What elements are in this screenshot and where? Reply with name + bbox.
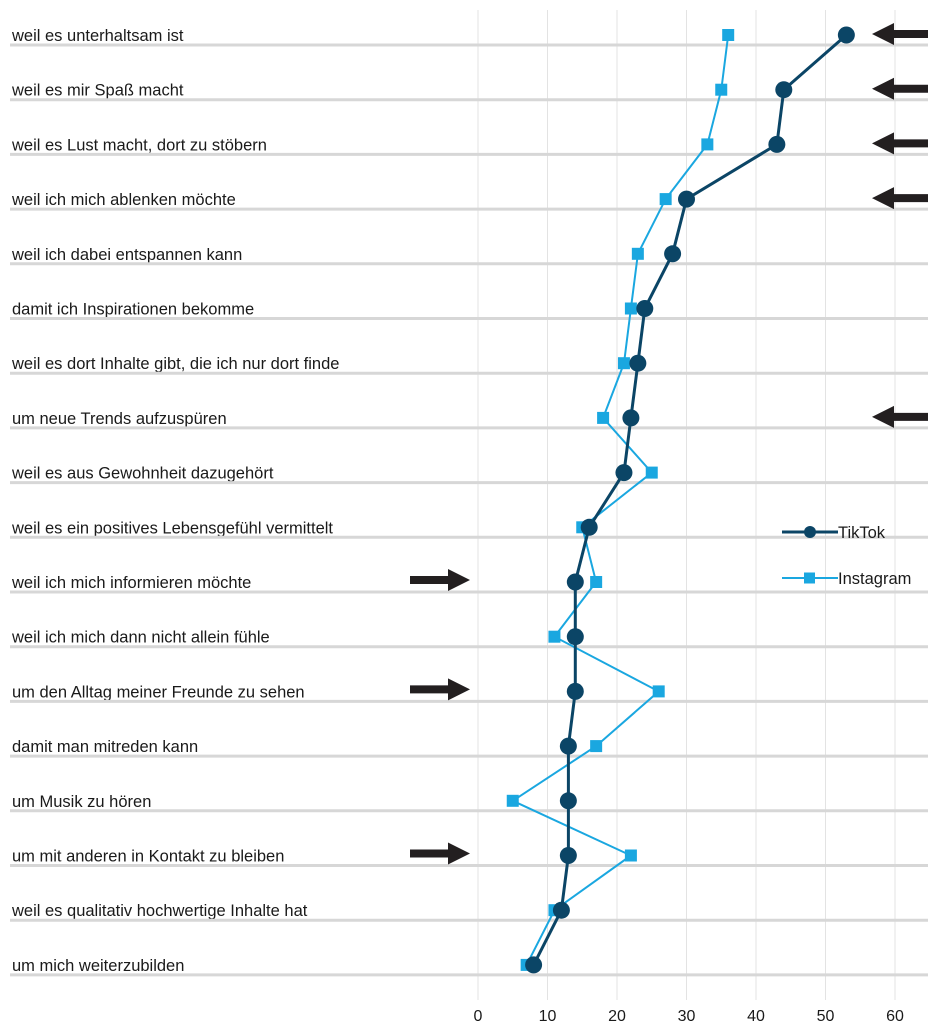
legend-label-instagram: Instagram (838, 570, 911, 588)
point-tiktok-6 (629, 354, 647, 372)
point-tiktok-12 (566, 682, 584, 700)
left-pointing-arrow-1 (872, 77, 928, 100)
category-label-5: damit ich Inspirationen bekomme (12, 301, 254, 319)
point-tiktok-13 (559, 737, 577, 755)
point-instagram-10 (590, 576, 603, 588)
point-tiktok-3 (678, 190, 695, 208)
point-instagram-4 (631, 247, 644, 260)
x-tick-label-30: 30 (678, 1008, 696, 1025)
point-instagram-3 (659, 193, 672, 206)
legend-label-tiktok: TikTok (838, 524, 886, 542)
category-label-1: weil es mir Spaß macht (11, 82, 184, 100)
vertical-gridlines (477, 10, 896, 1000)
left-pointing-arrow-2 (872, 132, 928, 155)
category-label-13: damit man mitreden kann (12, 738, 198, 756)
point-tiktok-1 (775, 81, 793, 99)
point-instagram-12 (652, 685, 665, 698)
point-tiktok-9 (580, 518, 598, 536)
right-pointing-arrow-2 (410, 842, 470, 865)
point-instagram-1 (715, 83, 728, 96)
point-instagram-5 (624, 302, 637, 315)
series-line-tiktok (532, 33, 848, 966)
category-label-8: weil es aus Gewohnheit dazugehört (11, 465, 274, 483)
legend-marker-tiktok (804, 526, 816, 538)
x-tick-label-20: 20 (608, 1008, 626, 1025)
left-pointing-arrow-4 (872, 405, 928, 428)
category-label-4: weil ich dabei entspannen kann (11, 246, 242, 264)
x-tick-label-10: 10 (539, 1008, 557, 1025)
point-instagram-2 (701, 138, 714, 151)
category-label-14: um Musik zu hören (12, 793, 151, 811)
legend: TikTok Instagram (782, 524, 911, 588)
category-rows: weil es unterhaltsam ist weil es mir Spaß… (10, 27, 928, 977)
point-tiktok-7 (622, 409, 640, 427)
point-instagram-6 (617, 357, 630, 370)
highlight-arrows (410, 23, 928, 865)
point-tiktok-15 (559, 847, 577, 864)
category-label-3: weil ich mich ablenken möchte (11, 191, 236, 209)
category-label-12: um den Alltag meiner Freunde zu sehen (12, 683, 305, 701)
point-instagram-15 (624, 849, 637, 862)
left-pointing-arrow-3 (872, 187, 928, 210)
point-tiktok-0 (837, 26, 855, 44)
x-axis-ticks: 0 10 20 30 40 50 60 (474, 1008, 904, 1025)
point-tiktok-11 (566, 628, 584, 646)
category-label-10: weil ich mich informieren möchte (11, 574, 251, 592)
category-label-15: um mit anderen in Kontakt zu bleiben (12, 848, 284, 866)
category-label-2: weil es Lust macht, dort zu stöbern (11, 136, 267, 154)
category-label-0: weil es unterhaltsam ist (11, 27, 184, 45)
point-instagram-8 (645, 466, 658, 479)
x-tick-label-50: 50 (817, 1008, 835, 1025)
point-tiktok-10 (566, 573, 584, 591)
point-tiktok-16 (552, 901, 570, 919)
legend-marker-instagram (804, 572, 815, 584)
category-label-7: um neue Trends aufzuspüren (12, 410, 227, 428)
category-label-16: weil es qualitativ hochwertige Inhalte h… (11, 902, 308, 920)
left-pointing-arrow-0 (872, 23, 928, 45)
point-instagram-13 (590, 740, 603, 753)
point-instagram-14 (506, 794, 519, 807)
point-tiktok-8 (615, 464, 633, 482)
series-line-instagram (510, 34, 730, 966)
point-instagram-11 (548, 630, 561, 643)
point-tiktok-14 (559, 792, 577, 810)
point-tiktok-5 (636, 300, 654, 317)
x-tick-label-40: 40 (747, 1008, 765, 1025)
point-tiktok-17 (525, 956, 543, 974)
point-instagram-0 (722, 29, 735, 41)
category-label-11: weil ich mich dann nicht allein fühle (11, 629, 270, 647)
point-instagram-7 (597, 411, 610, 424)
category-label-6: weil es dort Inhalte gibt, die ich nur d… (11, 355, 339, 373)
x-tick-label-0: 0 (474, 1008, 483, 1025)
point-tiktok-2 (768, 135, 786, 153)
category-label-17: um mich weiterzubilden (12, 957, 184, 975)
right-pointing-arrow-1 (410, 678, 470, 701)
right-pointing-arrow-0 (410, 569, 470, 591)
x-tick-label-60: 60 (886, 1008, 904, 1025)
data-series (506, 26, 855, 974)
category-label-9: weil es ein positives Lebensgefühl vermi… (11, 519, 333, 537)
point-tiktok-4 (664, 245, 682, 263)
